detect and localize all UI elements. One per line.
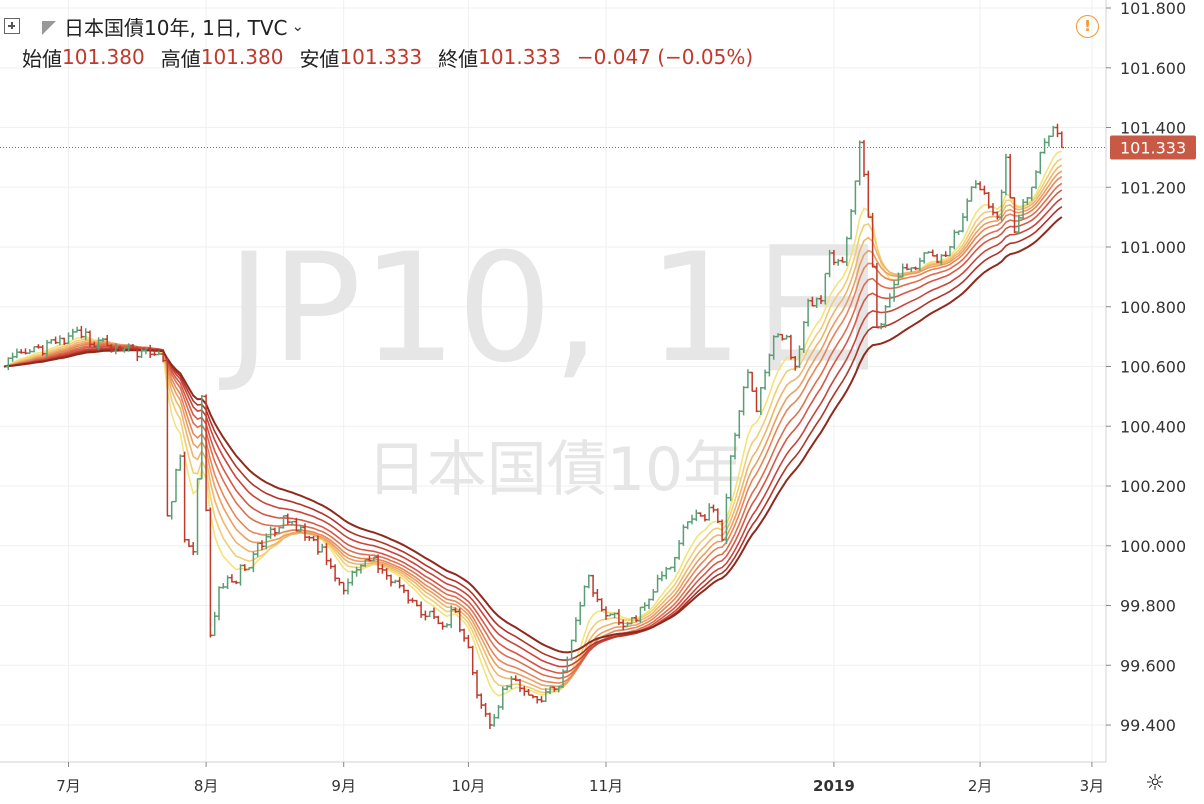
time-tick-label: 9月 bbox=[331, 777, 356, 795]
price-tick-label: 100.800 bbox=[1120, 298, 1186, 317]
time-axis[interactable]: 7月 8月 9月 10月 11月 2019 2月 3月 bbox=[0, 761, 1106, 795]
close-label: 終値 bbox=[438, 46, 479, 71]
chevron-down-icon[interactable]: ⌄ bbox=[291, 17, 305, 35]
symbol-row: 日本国債10年, 1日, TVC ⌄ bbox=[4, 12, 304, 40]
flag-icon bbox=[42, 21, 56, 35]
price-tick-label: 100.600 bbox=[1120, 358, 1186, 377]
price-tick-label: 100.400 bbox=[1120, 417, 1186, 436]
time-tick-label: 11月 bbox=[589, 777, 623, 795]
time-tick-label: 3月 bbox=[1080, 777, 1105, 795]
watermark-sub: 日本国債10年 bbox=[367, 435, 743, 505]
ohlc-row: 始値 101.380 高値 101.380 安値 101.333 終値 101.… bbox=[22, 42, 753, 72]
price-tick-label: 101.000 bbox=[1120, 238, 1186, 257]
price-tick-label: 101.400 bbox=[1120, 119, 1186, 138]
change-value: −0.047 (−0.05%) bbox=[576, 45, 754, 69]
low-label: 安値 bbox=[299, 46, 340, 71]
expand-toggle-icon[interactable] bbox=[4, 18, 20, 34]
ma-line-7 bbox=[3, 189, 1063, 674]
ma-line-5 bbox=[3, 175, 1063, 684]
ma-line-10 bbox=[3, 216, 1063, 654]
warning-icon[interactable]: ! bbox=[1076, 15, 1099, 38]
open-label: 始値 bbox=[22, 46, 62, 71]
ma-line-6 bbox=[3, 182, 1063, 680]
price-tick-label: 100.000 bbox=[1120, 537, 1186, 556]
ma-line-3 bbox=[3, 164, 1063, 691]
chart-header: 日本国債10年, 1日, TVC ⌄ 始値 101.380 高値 101.380… bbox=[0, 0, 1100, 74]
time-tick-label: 10月 bbox=[451, 777, 485, 795]
price-tick-label: 99.600 bbox=[1120, 656, 1176, 675]
price-tick-label: 100.200 bbox=[1120, 477, 1186, 496]
price-tag-box bbox=[1110, 135, 1196, 160]
price-tick-label: 101.200 bbox=[1120, 178, 1186, 197]
symbol-title[interactable]: 日本国債10年, 1日, TVC bbox=[64, 15, 288, 40]
ma-line-4 bbox=[3, 170, 1063, 688]
open-value: 101.380 bbox=[62, 45, 145, 69]
price-tick-label: 99.800 bbox=[1120, 597, 1176, 616]
time-tick-label: 2月 bbox=[968, 777, 993, 795]
high-label: 高値 bbox=[160, 46, 201, 71]
price-tick-label: 101.600 bbox=[1120, 59, 1186, 78]
time-tick-label: 8月 bbox=[194, 777, 219, 795]
price-tick-label: 101.800 bbox=[1120, 0, 1186, 18]
high-value: 101.380 bbox=[200, 45, 284, 69]
close-value: 101.333 bbox=[478, 45, 561, 69]
settings-gear-icon[interactable]: ☼ bbox=[1145, 771, 1165, 796]
price-tag-label: 101.333 bbox=[1120, 139, 1186, 158]
low-value: 101.333 bbox=[339, 45, 423, 69]
price-tick-label: 99.400 bbox=[1120, 716, 1176, 735]
price-axis[interactable]: 101.800 101.600 101.400 101.200 101.000 100.8… bbox=[1105, 0, 1196, 762]
candlestick-series bbox=[6, 123, 1064, 730]
time-tick-label: 2019 bbox=[813, 777, 855, 795]
time-tick-label: 7月 bbox=[56, 777, 81, 795]
